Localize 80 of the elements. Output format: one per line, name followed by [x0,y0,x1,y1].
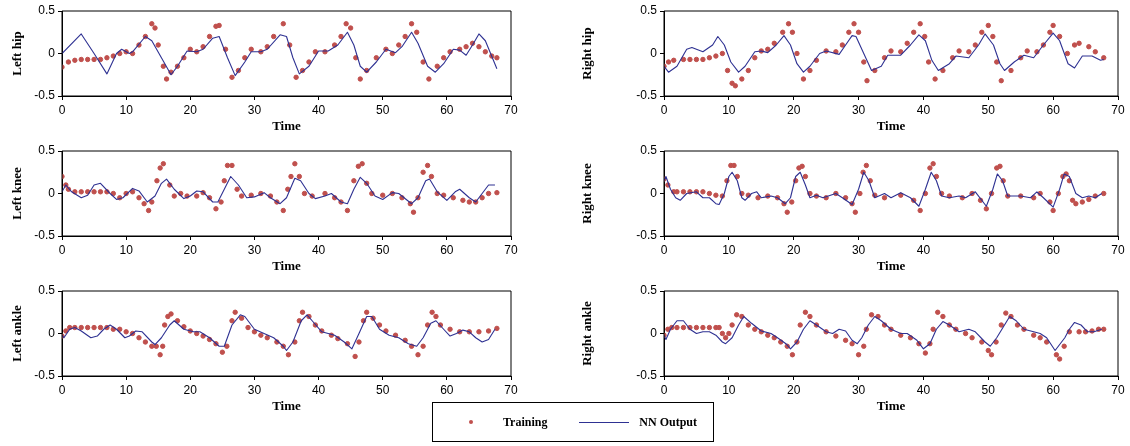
x-tick-label: 0 [58,102,66,117]
x-tick-label: 30 [247,242,262,257]
x-tick-label: 40 [311,242,326,257]
x-tick-label: 40 [311,102,326,117]
y-axis-title: Right hip [579,27,595,80]
y-tick-label: 0 [48,45,56,60]
x-tick-label: 70 [1111,242,1125,257]
y-tick-label: 0.5 [38,283,56,298]
x-tick-label: 10 [119,102,134,117]
x-tick-label: 30 [851,242,866,257]
y-tick-label: 0.5 [640,143,658,158]
x-tick-label: 10 [119,242,134,257]
y-tick-label: -0.5 [34,368,56,383]
x-tick-label: 50 [376,102,390,117]
x-tick-label: 60 [440,242,454,257]
y-axis-title: Right ankle [579,300,595,366]
y-tick-label: 0.5 [38,143,56,158]
x-tick-label: 0 [660,242,668,257]
x-tick-label: 70 [1111,102,1125,117]
x-tick-label: 20 [183,242,198,257]
y-axis-title: Right knee [579,163,595,224]
x-tick-label: 30 [247,102,262,117]
x-tick-label: 50 [981,242,996,257]
x-tick-label: 70 [504,382,518,397]
x-tick-label: 0 [58,242,66,257]
x-tick-label: 30 [851,382,866,397]
x-tick-label: 10 [722,382,736,397]
x-tick-label: 20 [787,242,801,257]
y-tick-label: -0.5 [636,228,658,243]
x-tick-label: 50 [376,242,390,257]
y-tick-label: 0 [650,185,658,200]
x-tick-label: 40 [916,242,931,257]
x-tick-label: 60 [440,382,454,397]
x-axis-title: Time [272,257,302,273]
y-tick-label: 0 [48,185,56,200]
x-tick-label: 10 [119,382,134,397]
y-tick-label: 0 [48,325,56,340]
y-axis-title: Left hip [9,31,25,76]
y-tick-label: -0.5 [34,228,56,243]
x-tick-label: 50 [376,382,390,397]
x-axis-title: Time [876,397,906,413]
x-tick-label: 0 [58,382,66,397]
x-tick-label: 50 [981,382,996,397]
x-tick-label: 60 [1046,242,1061,257]
x-axis-title: Time [272,117,302,133]
x-tick-label: 20 [183,102,198,117]
legend-label: NN Output [639,414,698,430]
y-tick-label: -0.5 [636,368,658,383]
x-axis-title: Time [876,257,906,273]
x-tick-label: 40 [916,382,931,397]
x-tick-label: 70 [1111,382,1125,397]
y-tick-label: 0.5 [38,3,56,18]
y-tick-label: -0.5 [636,88,658,103]
x-tick-label: 30 [247,382,262,397]
x-tick-label: 60 [1046,382,1061,397]
x-tick-label: 60 [440,102,454,117]
y-tick-label: 0 [650,325,658,340]
x-tick-label: 40 [311,382,326,397]
x-tick-label: 10 [722,242,736,257]
x-axis-title: Time [876,117,906,133]
x-tick-label: 40 [916,102,931,117]
x-tick-label: 0 [660,102,668,117]
x-tick-label: 30 [851,102,866,117]
y-tick-label: 0.5 [640,283,658,298]
x-tick-label: 60 [1046,102,1061,117]
y-tick-label: 0 [650,45,658,60]
text: Training [502,414,548,430]
x-tick-label: 20 [787,102,801,117]
y-axis-title: Left knee [9,167,25,220]
x-tick-label: 20 [183,382,198,397]
y-axis-title: Left ankle [9,304,25,362]
x-tick-label: 0 [660,382,668,397]
x-tick-label: 50 [981,102,996,117]
x-tick-label: 20 [787,382,801,397]
x-tick-label: 70 [504,242,518,257]
x-tick-label: 10 [722,102,736,117]
x-tick-label: 70 [504,102,518,117]
y-tick-label: 0.5 [640,3,658,18]
x-axis-title: Time [272,397,302,413]
y-tick-label: -0.5 [34,88,56,103]
